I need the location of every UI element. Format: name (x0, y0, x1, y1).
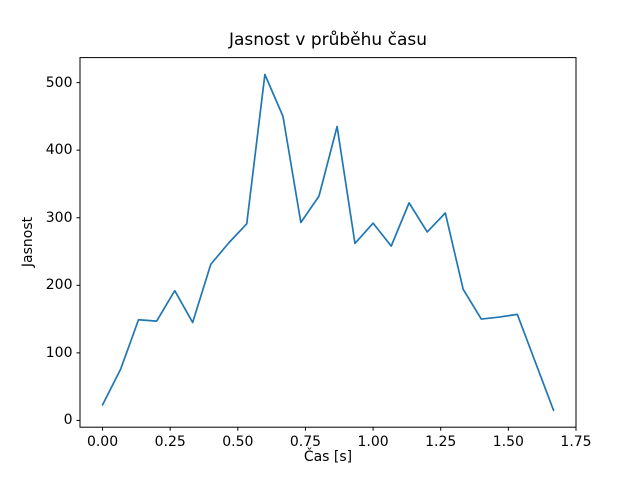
x-tick-label: 0.25 (154, 434, 186, 451)
x-tick-label: 0.00 (86, 434, 119, 451)
x-tick-label: 1.25 (425, 434, 457, 451)
y-tick-label: 200 (45, 277, 73, 294)
chart-title: Jasnost v průběhu času (228, 30, 427, 50)
y-axis-label-text: Jasnost (20, 216, 36, 268)
y-tick-label: 500 (45, 74, 73, 91)
tick-marks (76, 82, 577, 431)
y-tick-label: 0 (63, 412, 73, 429)
x-tick-label: 0.50 (222, 434, 254, 451)
x-tick-label: 1.00 (357, 434, 389, 451)
axes-frame (79, 57, 577, 428)
y-tick-label: 300 (45, 209, 73, 226)
x-tick-label: 1.50 (492, 434, 524, 451)
x-tick-label: 1.75 (560, 434, 592, 451)
y-tick-label: 400 (45, 142, 73, 159)
y-tick-label: 100 (45, 344, 73, 361)
brightness-line (101, 73, 555, 412)
x-tick-label: 0.75 (289, 434, 322, 451)
x-axis-label: Čas [s] (303, 449, 353, 465)
